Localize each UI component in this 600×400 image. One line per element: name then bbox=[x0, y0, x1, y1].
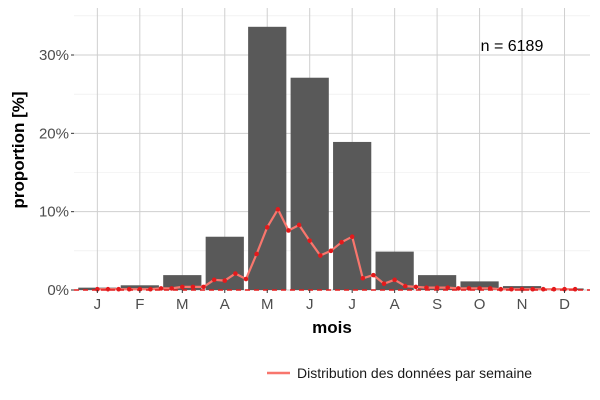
series-point bbox=[434, 285, 440, 290]
y-axis-ticks: 0% 10% 20% 30% bbox=[39, 47, 74, 299]
series-point bbox=[339, 239, 344, 245]
bar bbox=[333, 141, 372, 290]
series-point bbox=[402, 283, 408, 289]
series-point bbox=[211, 277, 217, 283]
series-point bbox=[318, 253, 323, 258]
series-point bbox=[105, 286, 111, 292]
series-point bbox=[424, 285, 429, 290]
x-tick-label: M bbox=[261, 296, 274, 313]
x-tick-label: J bbox=[348, 296, 356, 313]
series-point bbox=[286, 228, 291, 233]
bars bbox=[78, 26, 584, 291]
y-tick-label: 30% bbox=[39, 47, 69, 64]
series-point bbox=[456, 286, 461, 291]
series-point bbox=[445, 285, 451, 290]
bar bbox=[375, 251, 414, 290]
series-point bbox=[307, 238, 313, 243]
series-point bbox=[413, 284, 419, 290]
x-tick-label: A bbox=[220, 296, 230, 313]
series-point bbox=[222, 278, 228, 283]
series-point bbox=[349, 234, 355, 240]
series-point bbox=[519, 286, 525, 292]
series-point bbox=[179, 284, 185, 290]
y-tick-label: 10% bbox=[39, 204, 69, 221]
legend: Distribution des données par semaine bbox=[267, 365, 532, 381]
x-tick-label: J bbox=[306, 296, 314, 313]
series-point bbox=[328, 248, 334, 254]
series-point bbox=[190, 284, 196, 290]
annotation-n: n = 6189 bbox=[481, 38, 544, 55]
bar bbox=[248, 26, 287, 291]
bar bbox=[460, 281, 499, 290]
series-point bbox=[296, 222, 302, 228]
series-point bbox=[381, 281, 387, 287]
x-tick-label: N bbox=[517, 296, 528, 313]
series-point bbox=[360, 275, 366, 281]
series-point bbox=[264, 225, 270, 230]
series-point bbox=[243, 276, 249, 282]
x-tick-label: O bbox=[474, 296, 486, 313]
y-tick-label: 0% bbox=[47, 282, 69, 299]
series-point bbox=[169, 286, 174, 291]
x-tick-label: A bbox=[390, 296, 400, 313]
x-axis-title: mois bbox=[312, 318, 352, 337]
x-tick-label: S bbox=[432, 296, 442, 313]
series-point bbox=[233, 271, 238, 276]
x-tick-label: D bbox=[559, 296, 570, 313]
y-axis-title: proportion [%] bbox=[9, 91, 28, 208]
series-line bbox=[97, 208, 576, 291]
series-point bbox=[392, 277, 397, 283]
y-tick-label: 20% bbox=[39, 125, 69, 142]
series-point bbox=[254, 251, 259, 257]
x-tick-label: M bbox=[176, 296, 189, 313]
x-tick-label: F bbox=[135, 296, 144, 313]
x-tick-label: J bbox=[94, 296, 102, 313]
weekly-line bbox=[74, 207, 590, 292]
legend-label: Distribution des données par semaine bbox=[297, 365, 532, 381]
series-point bbox=[201, 284, 206, 290]
bar bbox=[290, 77, 329, 290]
series-point bbox=[275, 207, 281, 212]
series-point bbox=[371, 272, 376, 278]
